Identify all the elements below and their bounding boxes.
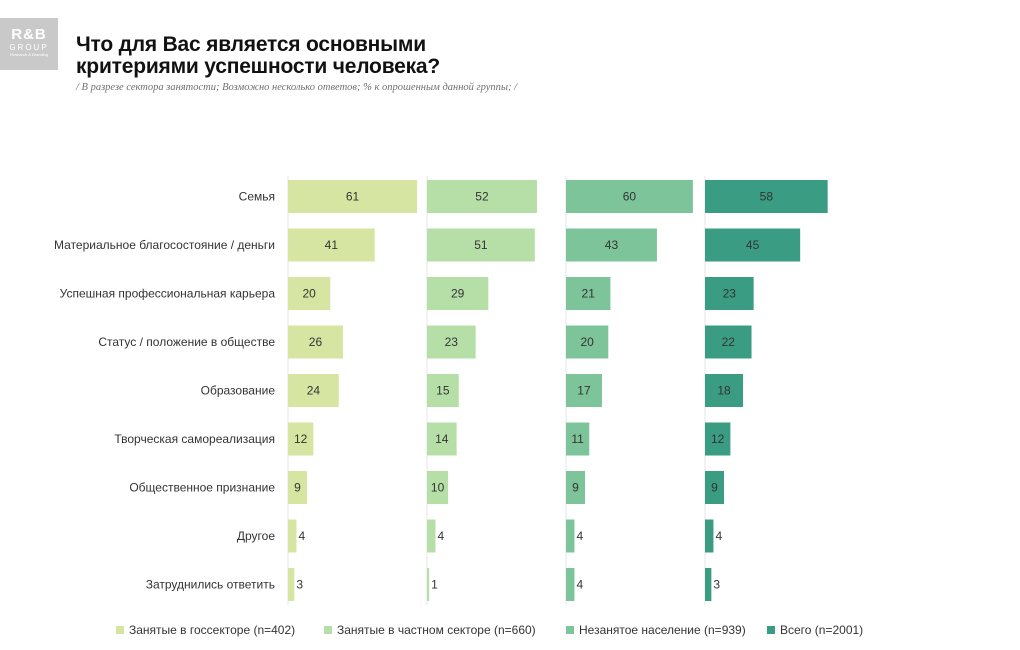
bar-series-1: [288, 277, 331, 310]
legend-label: Всего (n=2001): [780, 623, 863, 637]
bar-series-4: [705, 471, 725, 504]
data-label: 1: [431, 578, 438, 592]
bar-series-4: [705, 277, 754, 310]
bar-series-2: [427, 228, 535, 262]
category-label: Семья: [239, 190, 275, 204]
legend-label: Занятые в госсекторе (n=402): [129, 623, 295, 637]
bar-series-1: [288, 519, 297, 553]
bar-series-4: [705, 374, 744, 407]
bar-series-2: [427, 519, 436, 553]
bar-series-2: [427, 568, 430, 601]
data-label: 21: [582, 287, 596, 301]
bar-series-4: [705, 519, 714, 553]
data-label: 52: [475, 190, 489, 204]
legend-swatch-4: [767, 626, 775, 634]
bar-series-4: [705, 228, 801, 262]
data-label: 4: [576, 578, 583, 592]
data-label: 29: [451, 287, 465, 301]
logo-tagline: Research & Branding: [9, 52, 49, 57]
data-label: 41: [325, 238, 339, 252]
chart-subtitle: / В разрезе сектора занятости; Возможно …: [76, 82, 518, 93]
bar-series-2: [427, 422, 457, 456]
data-label: 43: [605, 238, 619, 252]
bar-series-3: [566, 568, 575, 601]
bar-series-2: [427, 325, 476, 359]
bar-series-3: [566, 277, 611, 310]
company-logo: R&B GROUP Research & Branding: [0, 18, 58, 70]
logo-group: GROUP: [9, 43, 49, 52]
data-label: 58: [760, 190, 774, 204]
bar-series-2: [427, 471, 449, 504]
bar-series-3: [566, 471, 586, 504]
category-label: Общественное признание: [129, 481, 275, 495]
chart-title: Что для Вас является основными критериям…: [76, 33, 441, 78]
data-label: 3: [713, 578, 720, 592]
data-label: 20: [580, 335, 594, 349]
data-label: 11: [571, 432, 584, 446]
data-label: 15: [436, 384, 450, 398]
bar-series-4: [705, 180, 828, 213]
data-label: 4: [576, 529, 583, 543]
bar-series-1: [288, 471, 308, 504]
data-label: 18: [717, 384, 731, 398]
bar-series-3: [566, 325, 609, 359]
bar-series-4: [705, 325, 752, 359]
bar-series-3: [566, 519, 575, 553]
data-label: 61: [346, 190, 360, 204]
data-label: 9: [572, 481, 579, 495]
bar-series-3: [566, 422, 590, 456]
data-label: 10: [431, 481, 445, 495]
category-label: Образование: [201, 384, 276, 398]
category-label: Затруднились ответить: [146, 578, 275, 592]
bar-series-4: [705, 568, 712, 601]
category-label: Материальное благосостояние / деньги: [54, 238, 275, 252]
legend-label: Незанятое население (n=939): [579, 623, 746, 637]
bar-series-3: [566, 228, 657, 262]
legend-label: Занятые в частном секторе (n=660): [337, 623, 536, 637]
data-label: 26: [309, 335, 323, 349]
bar-series-1: [288, 374, 339, 407]
data-label: 4: [715, 529, 722, 543]
data-label: 23: [445, 335, 459, 349]
data-label: 20: [302, 287, 316, 301]
bar-series-2: [427, 374, 459, 407]
bar-series-1: [288, 325, 343, 359]
bar-series-1: [288, 422, 314, 456]
data-label: 3: [296, 578, 303, 592]
legend-swatch-2: [324, 626, 332, 634]
bar-series-3: [566, 374, 602, 407]
data-label: 14: [435, 432, 449, 446]
logo-mark: R&B: [11, 26, 47, 43]
bar-series-1: [288, 568, 295, 601]
bar-series-3: [566, 180, 693, 213]
category-label: Другое: [237, 529, 275, 543]
data-label: 60: [623, 190, 637, 204]
data-label: 22: [722, 335, 736, 349]
bar-series-1: [288, 180, 417, 213]
data-label: 4: [437, 529, 444, 543]
data-label: 45: [746, 238, 760, 252]
category-label: Статус / положение в обществе: [98, 335, 275, 349]
data-label: 12: [711, 432, 725, 446]
bar-series-2: [427, 180, 537, 213]
data-label: 9: [711, 481, 718, 495]
data-label: 23: [723, 287, 737, 301]
category-label: Успешная профессиональная карьера: [60, 287, 276, 301]
bar-series-4: [705, 422, 731, 456]
legend-swatch-1: [116, 626, 124, 634]
bar-series-1: [288, 228, 375, 262]
legend-swatch-3: [566, 626, 574, 634]
category-label: Творческая самореализация: [114, 432, 275, 446]
data-label: 9: [294, 481, 301, 495]
data-label: 51: [474, 238, 488, 252]
data-label: 24: [307, 384, 321, 398]
data-label: 12: [294, 432, 308, 446]
data-label: 17: [577, 384, 591, 398]
bar-series-2: [427, 277, 489, 310]
data-label: 4: [298, 529, 305, 543]
